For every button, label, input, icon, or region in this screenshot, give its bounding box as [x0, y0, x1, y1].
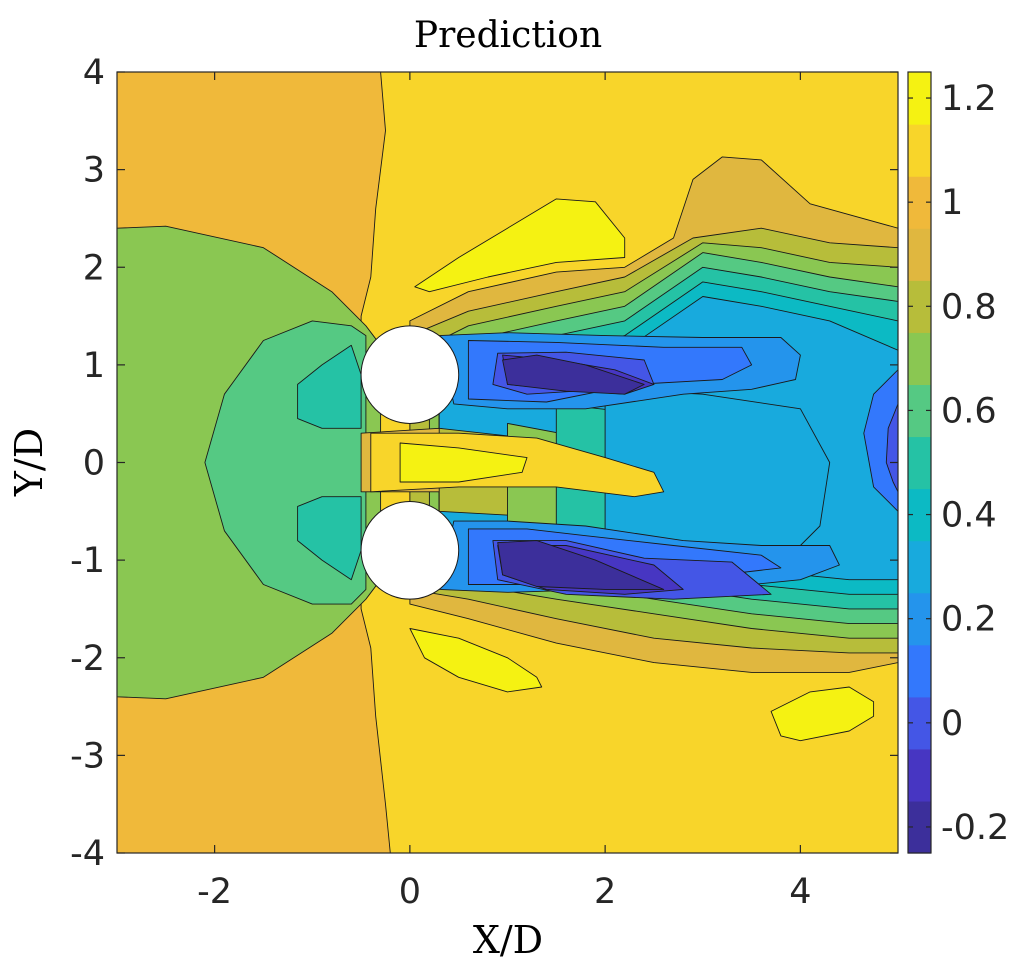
colorbar-swatch	[908, 540, 931, 594]
colorbar-swatch	[908, 384, 931, 438]
x-tick-label: 4	[789, 872, 811, 912]
y-axis: 4 3 2 1 0 -1 -2 -3 -4	[70, 53, 898, 874]
y-tick-label: -2	[70, 639, 105, 679]
y-tick-label: -3	[70, 736, 105, 776]
contour-band	[502, 354, 645, 395]
colorbar-swatch	[908, 436, 931, 490]
contour-band	[414, 198, 626, 293]
colorbar-swatch	[908, 800, 931, 854]
cylinder-mask	[360, 501, 460, 600]
x-axis: -2 0 2 4	[197, 72, 812, 912]
colorbar-swatch	[908, 592, 931, 646]
x-axis-label: X/D	[473, 918, 543, 962]
y-tick-label: 3	[83, 151, 105, 191]
colorbar-swatch	[908, 332, 931, 385]
y-tick-label: -4	[70, 834, 105, 874]
colorbar-swatch	[908, 696, 931, 750]
colorbar-swatch	[908, 176, 931, 229]
colorbar-swatch	[908, 644, 931, 698]
colorbar-tick-label: -0.2	[941, 808, 1009, 848]
colorbar-tick-label: 0.2	[941, 600, 997, 640]
x-tick-label: 2	[594, 872, 616, 912]
colorbar-tick-label: 0	[941, 704, 963, 744]
x-tick-label: -2	[197, 872, 232, 912]
y-axis-label: Y/D	[7, 428, 51, 497]
contour-band	[885, 403, 898, 493]
colorbar-frame	[907, 71, 932, 854]
plot-area	[117, 72, 898, 853]
contour-band	[409, 628, 543, 693]
colorbar-tick-label: 0.8	[941, 287, 997, 327]
contour-band	[497, 540, 665, 590]
colorbar-tick-label: 1	[941, 183, 963, 223]
contour-band	[399, 442, 528, 483]
contour-band	[863, 369, 898, 512]
contour-band	[770, 686, 875, 742]
x-tick-label: 0	[399, 872, 421, 912]
chart-title: Prediction	[414, 15, 602, 56]
colorbar-tick-label: 1.2	[941, 79, 997, 119]
colorbar-swatch	[908, 280, 931, 333]
colorbar-swatch	[908, 488, 931, 542]
contour-band	[297, 344, 362, 429]
y-tick-label: 1	[83, 346, 105, 386]
colorbar: 1.2 1 0.8 0.6 0.4 0.2 0 -0.2	[907, 71, 1009, 854]
colorbar-tick-label: 0.4	[941, 496, 997, 536]
colorbar-swatch	[908, 124, 931, 177]
y-tick-label: 0	[83, 444, 105, 484]
cylinder-mask	[360, 325, 460, 424]
colorbar-swatch	[908, 228, 931, 281]
y-tick-label: 2	[83, 248, 105, 288]
colorbar-swatch	[908, 72, 931, 125]
colorbar-swatch	[908, 748, 931, 802]
y-tick-label: -1	[70, 541, 105, 581]
contour-band	[297, 496, 362, 581]
y-tick-label: 4	[83, 53, 105, 93]
colorbar-tick-label: 0.6	[941, 391, 997, 431]
